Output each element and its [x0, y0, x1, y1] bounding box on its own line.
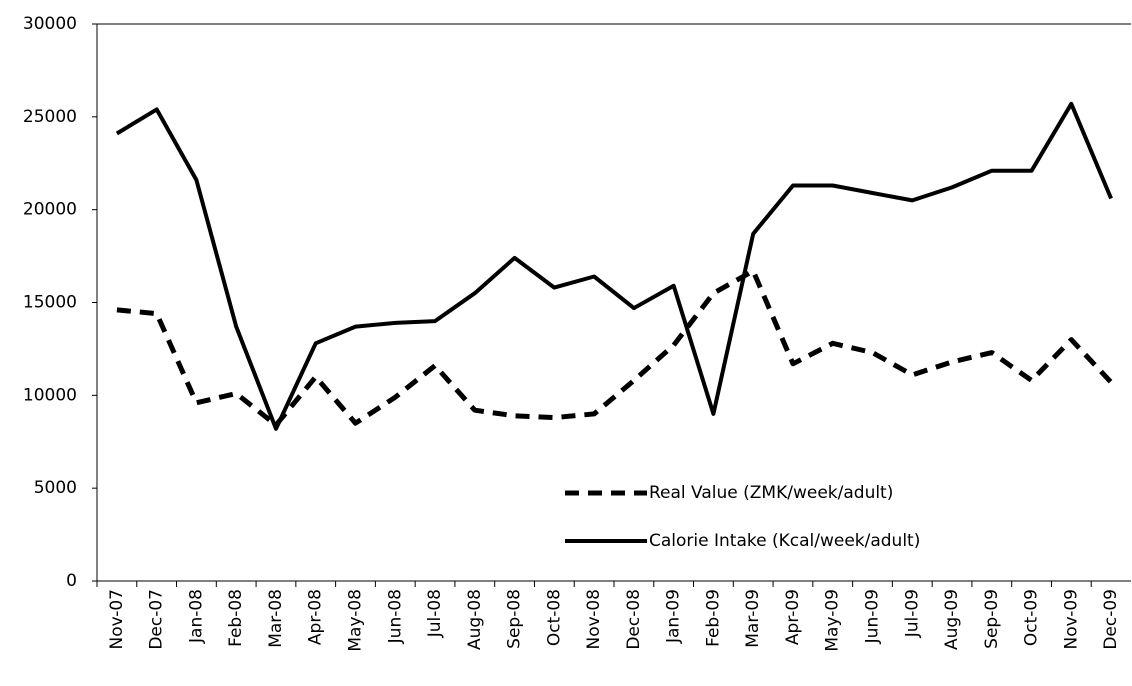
- x-tick-label: Nov-07: [107, 589, 127, 650]
- x-tick-label: Dec-09: [1101, 589, 1121, 650]
- x-tick-label: Jul-08: [425, 589, 445, 638]
- x-tick-label: Dec-07: [147, 589, 167, 650]
- y-tick-label: 30000: [23, 14, 77, 34]
- x-tick-label: Oct-08: [544, 589, 564, 646]
- x-tick-label: Aug-09: [942, 589, 962, 650]
- x-tick-label: Sep-09: [982, 589, 1002, 649]
- y-tick-label: 20000: [23, 200, 77, 220]
- x-tick-label: Oct-09: [1022, 589, 1042, 646]
- x-tick-label: Apr-08: [306, 589, 326, 645]
- y-tick-label: 0: [66, 571, 77, 591]
- x-tick-label: Jun-09: [863, 589, 883, 644]
- x-tick-label: Feb-08: [226, 589, 246, 647]
- x-tick-label: May-08: [346, 589, 366, 652]
- x-tick-label: Jun-08: [385, 589, 405, 644]
- legend-label: Real Value (ZMK/week/adult): [649, 483, 893, 503]
- legend-label: Calorie Intake (Kcal/week/adult): [649, 531, 920, 551]
- x-tick-label: Mar-09: [743, 589, 763, 648]
- x-tick-label: Mar-08: [266, 589, 286, 648]
- y-tick-label: 15000: [23, 293, 77, 313]
- x-tick-label: Sep-08: [505, 589, 525, 649]
- x-tick-label: Nov-08: [584, 589, 604, 650]
- x-tick-label: Nov-09: [1061, 589, 1081, 650]
- y-tick-label: 5000: [34, 478, 77, 498]
- y-tick-label: 10000: [23, 385, 77, 405]
- x-tick-label: Jan-09: [664, 589, 684, 644]
- x-tick-label: Apr-09: [783, 589, 803, 645]
- x-tick-label: Dec-08: [624, 589, 644, 650]
- series-line: [115, 101, 1113, 431]
- x-tick-label: Aug-08: [465, 589, 485, 650]
- x-tick-label: Jul-09: [902, 589, 922, 638]
- y-tick-label: 25000: [23, 107, 77, 127]
- x-tick-label: May-09: [823, 589, 843, 652]
- x-tick-label: Jan-08: [186, 589, 206, 644]
- x-tick-label: Feb-09: [703, 589, 723, 647]
